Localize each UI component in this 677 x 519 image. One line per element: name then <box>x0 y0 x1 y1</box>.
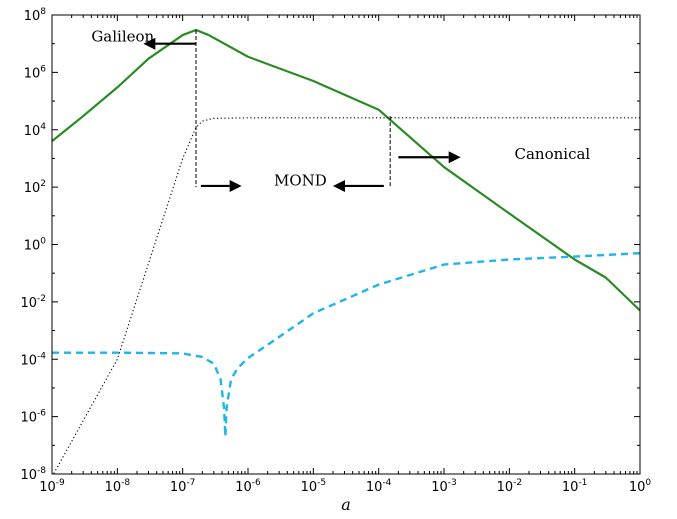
annotation-label: Canonical <box>515 145 591 163</box>
annotation-arrow-head <box>229 179 242 192</box>
y-tick-label: 10-4 <box>20 351 46 368</box>
plot-area <box>52 28 640 474</box>
x-tick-label: 10-1 <box>562 478 588 495</box>
y-tick-label: 100 <box>24 237 47 254</box>
x-tick-label: 10-6 <box>235 478 261 495</box>
y-tick-label: 108 <box>24 7 47 24</box>
x-axis-label: a <box>341 495 351 514</box>
x-tick-label: 10-8 <box>105 478 131 495</box>
annotation-label: Galileon <box>91 27 154 45</box>
x-tick-label: 10-5 <box>301 478 327 495</box>
y-tick-label: 104 <box>24 122 47 139</box>
axis-ticks: 10-9 10-8 10-7 10-6 10-5 10-4 10-3 10-2 10-1 1001… <box>20 7 651 495</box>
x-tick-label: 10-4 <box>366 478 392 495</box>
annotation-arrow-head <box>448 151 461 164</box>
annotations: Galileon MOND Canonical <box>91 27 590 192</box>
y-tick-label: 10-6 <box>20 409 46 426</box>
x-tick-label: 10-2 <box>497 478 523 495</box>
x-tick-label: 10-9 <box>39 478 65 495</box>
series-green-solid <box>52 28 640 312</box>
y-tick-label: 106 <box>24 64 47 81</box>
y-tick-label: 102 <box>24 179 46 196</box>
series-black-dotted <box>52 117 640 474</box>
y-tick-label: 10-2 <box>20 294 46 311</box>
annotation-arrow-head <box>333 179 346 192</box>
series-cyan-dashed <box>52 251 640 438</box>
y-tick-label: 10-8 <box>20 466 46 483</box>
annotation-label: MOND <box>274 172 327 190</box>
x-tick-label: 10-7 <box>170 478 196 495</box>
annotation-arrow-head <box>143 37 156 50</box>
x-tick-label: 100 <box>629 478 652 495</box>
x-tick-label: 10-3 <box>431 478 457 495</box>
